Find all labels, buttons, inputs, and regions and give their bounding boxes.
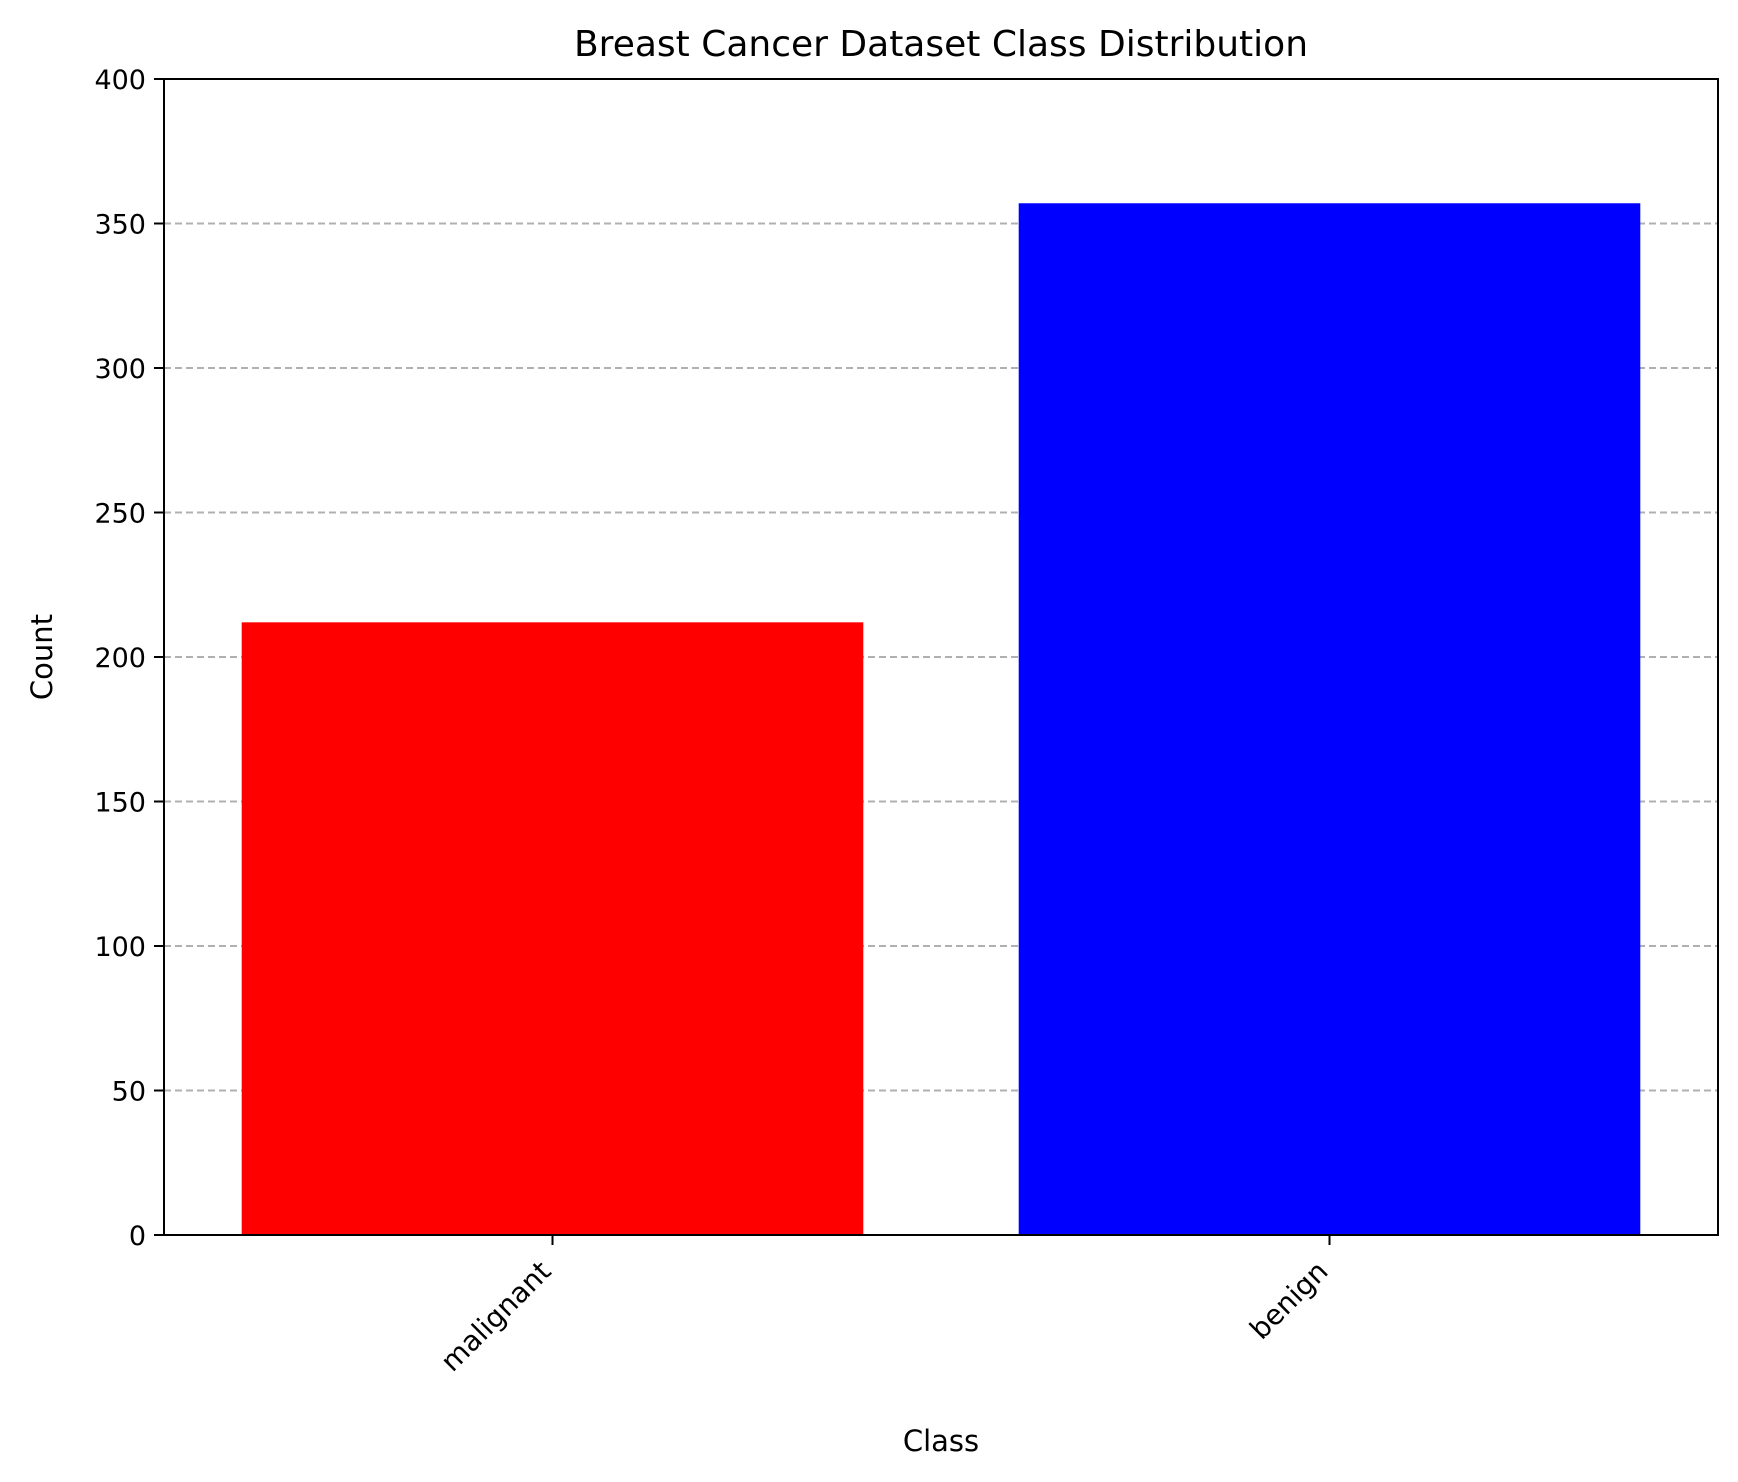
x-axis-label: Class <box>903 1424 979 1458</box>
y-axis-label: Count <box>25 614 59 700</box>
y-tick-label: 50 <box>112 1077 146 1108</box>
y-axis-ticks: 0 50 100 150 200 250 300 350 400 <box>94 65 164 1252</box>
y-tick-label: 200 <box>94 643 146 674</box>
y-tick-label: 150 <box>94 788 146 819</box>
y-tick-label: 400 <box>94 65 146 96</box>
y-tick-label: 350 <box>94 210 146 241</box>
y-tick-label: 0 <box>129 1221 146 1252</box>
y-tick-label: 250 <box>94 499 146 530</box>
y-tick-label: 100 <box>94 932 146 963</box>
bar-malignant <box>241 622 864 1235</box>
chart-title: Breast Cancer Dataset Class Distribution <box>574 24 1308 65</box>
bars <box>241 203 1641 1235</box>
y-tick-label: 300 <box>94 354 146 385</box>
bar-benign <box>1018 203 1641 1235</box>
